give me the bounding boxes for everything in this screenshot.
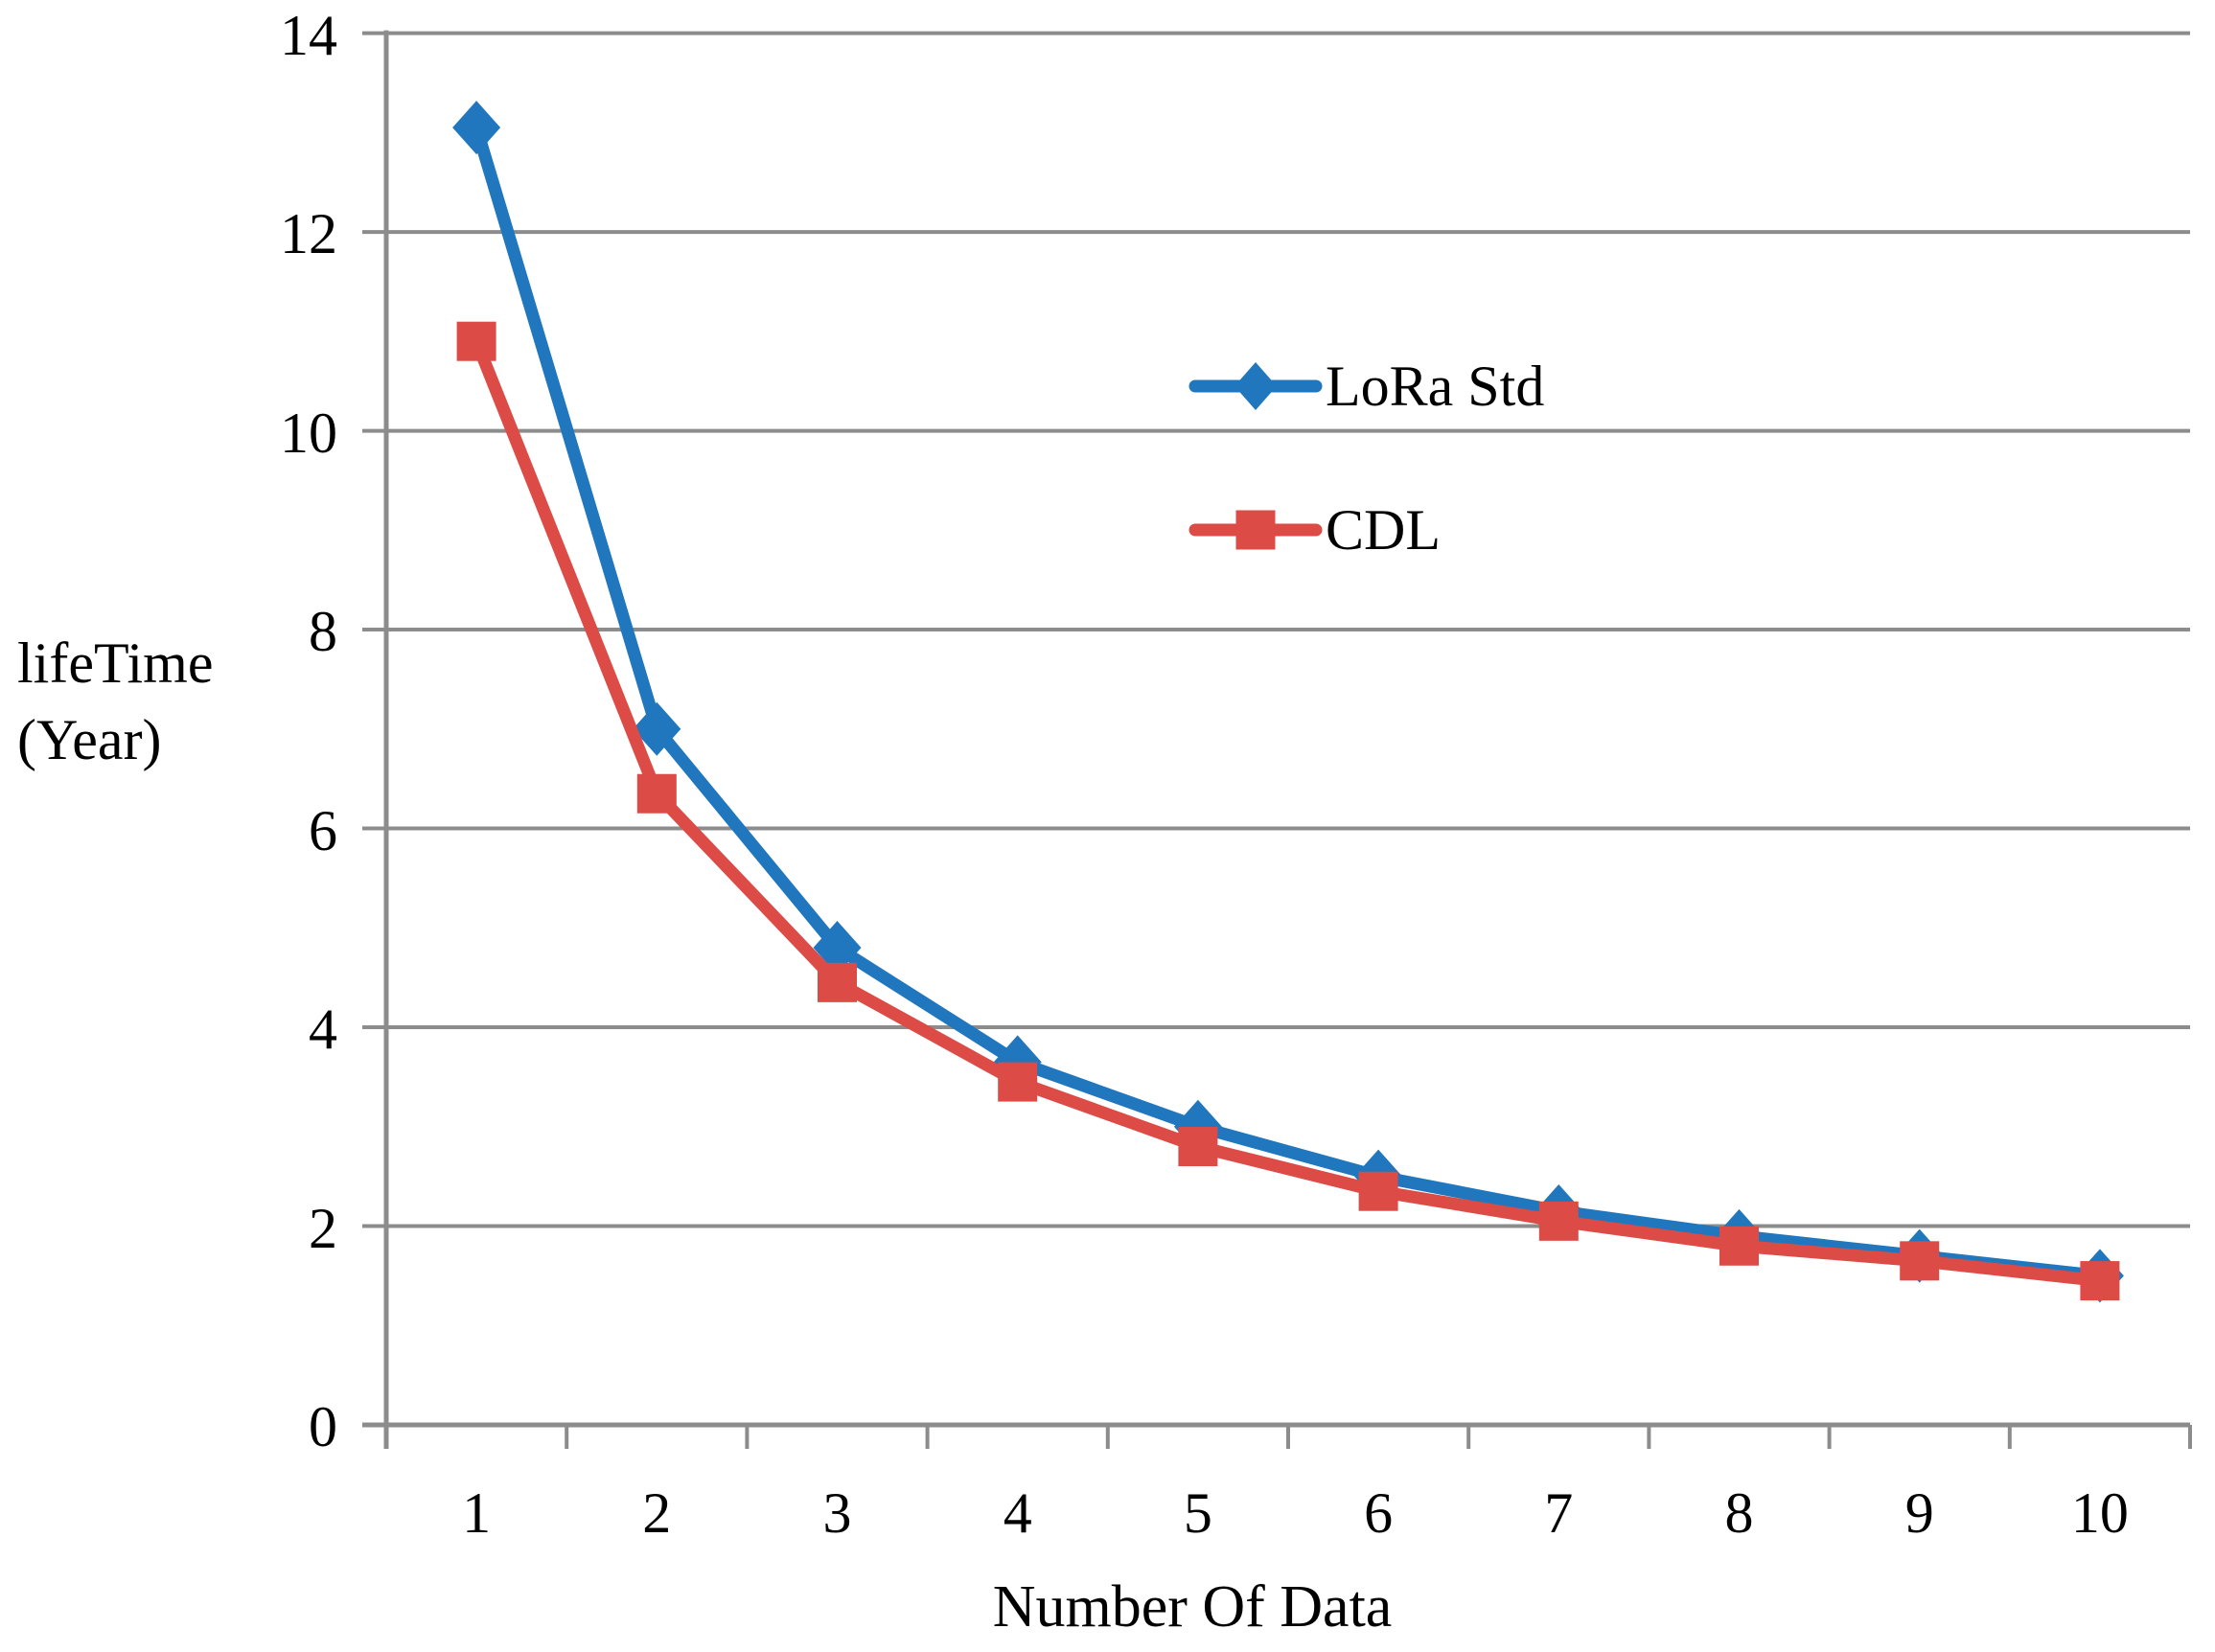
data-point-cdl-x9 [1900,1241,1940,1281]
data-point-cdl-x6 [1358,1171,1398,1211]
y-tick-label-14: 14 [280,3,337,67]
x-tick-label-3: 3 [822,1481,852,1545]
x-tick-label-10: 10 [2070,1481,2129,1545]
y-axis-title-line2: (Year) [17,708,162,771]
data-point-cdl-x4 [998,1062,1038,1102]
y-tick-label-4: 4 [309,998,337,1062]
x-tick-label-5: 5 [1183,1481,1212,1545]
series-line-cdl [470,334,2107,1288]
legend-label-cdl: CDL [1326,498,1441,562]
y-tick-label-10: 10 [280,401,337,465]
legend-marker-diamond [1234,362,1277,410]
x-tick-label-7: 7 [1544,1481,1574,1545]
x-tick-label-2: 2 [642,1481,672,1545]
data-point-cdl-x2 [636,773,677,814]
y-axis-title-line1: lifeTime [17,631,214,695]
y-tick-label-12: 12 [280,202,337,266]
y-axis-title: lifeTime (Year) [17,625,213,778]
data-point-lora-std-x1 [452,101,501,155]
x-tick-label-6: 6 [1364,1481,1394,1545]
data-point-cdl-x1 [456,321,496,361]
y-tick-label-0: 0 [309,1395,337,1458]
legend-label-lora-std: LoRa Std [1326,355,1545,418]
data-point-cdl-x7 [1538,1201,1579,1241]
data-point-cdl-x3 [818,962,857,1002]
legend-marker-square [1235,510,1276,550]
y-tick-label-8: 8 [309,600,337,664]
y-tick-label-2: 2 [309,1196,337,1260]
x-tick-label-4: 4 [1003,1481,1032,1545]
data-point-cdl-x8 [1719,1226,1759,1266]
x-tick-label-9: 9 [1904,1481,1934,1545]
data-point-cdl-x10 [2080,1261,2120,1301]
x-tick-label-8: 8 [1724,1481,1754,1545]
x-tick-label-1: 1 [462,1481,492,1545]
series-line-lora-std [470,121,2107,1282]
x-axis-title: Number Of Data [992,1574,1393,1640]
data-point-cdl-x5 [1178,1127,1218,1167]
data-point-lora-std-x2 [633,701,681,756]
y-tick-label-6: 6 [309,798,337,862]
